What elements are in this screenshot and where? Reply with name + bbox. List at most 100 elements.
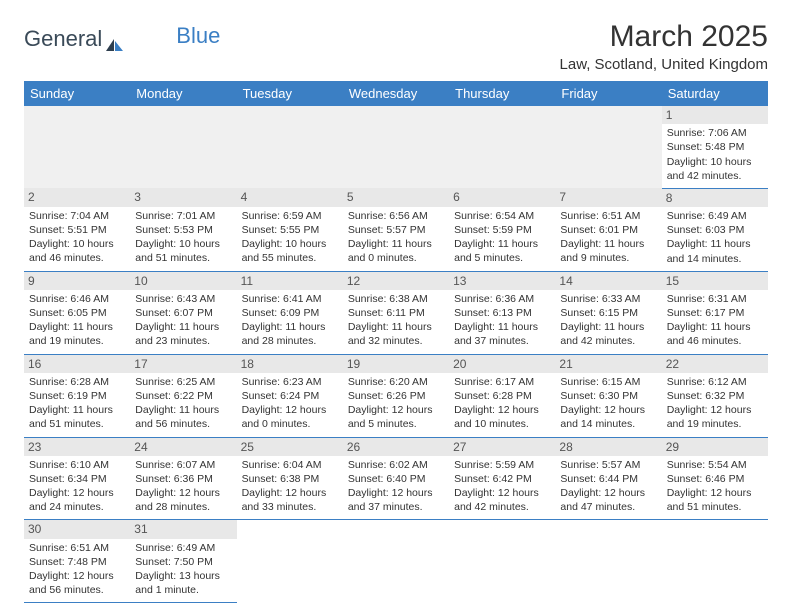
daylight-text-2: and 24 minutes. [29, 500, 125, 514]
day-number: 25 [237, 438, 343, 456]
sunset-text: Sunset: 5:57 PM [348, 223, 444, 237]
calendar-cell: 17 Sunrise: 6:25 AMSunset: 6:22 PMDayligh… [130, 354, 236, 437]
day-number: 22 [662, 355, 768, 373]
day-details: Sunrise: 7:01 AMSunset: 5:53 PMDaylight:… [134, 209, 232, 266]
sunset-text: Sunset: 6:32 PM [667, 389, 763, 403]
daylight-text-1: Daylight: 11 hours [560, 237, 656, 251]
day-details: Sunrise: 6:49 AMSunset: 6:03 PMDaylight:… [666, 209, 764, 266]
sunset-text: Sunset: 7:48 PM [29, 555, 125, 569]
daylight-text-1: Daylight: 11 hours [667, 237, 763, 251]
day-header: Tuesday [237, 81, 343, 106]
sunrise-text: Sunrise: 6:15 AM [560, 375, 656, 389]
logo: General Blue [24, 20, 220, 52]
day-number: 17 [130, 355, 236, 373]
day-number: 26 [343, 438, 449, 456]
sunrise-text: Sunrise: 7:06 AM [667, 126, 763, 140]
calendar-row: 2Sunrise: 7:04 AMSunset: 5:51 PMDaylight… [24, 188, 768, 271]
daylight-text-1: Daylight: 11 hours [454, 237, 550, 251]
calendar-cell [237, 106, 343, 188]
day-details: Sunrise: 7:04 AMSunset: 5:51 PMDaylight:… [28, 209, 126, 266]
daylight-text-1: Daylight: 11 hours [242, 320, 338, 334]
calendar-cell: 28Sunrise: 5:57 AMSunset: 6:44 PMDayligh… [555, 437, 661, 520]
sunset-text: Sunset: 5:55 PM [242, 223, 338, 237]
day-number: 24 [130, 438, 236, 456]
day-details: Sunrise: 6:15 AMSunset: 6:30 PMDaylight:… [559, 375, 657, 432]
sunset-text: Sunset: 6:42 PM [454, 472, 550, 486]
calendar-row: 16Sunrise: 6:28 AMSunset: 6:19 PMDayligh… [24, 354, 768, 437]
sunset-text: Sunset: 5:53 PM [135, 223, 231, 237]
day-details: Sunrise: 6:04 AMSunset: 6:38 PMDaylight:… [241, 458, 339, 515]
day-number: 2 [24, 188, 130, 206]
daylight-text-2: and 14 minutes. [667, 252, 763, 266]
day-details: Sunrise: 6:54 AMSunset: 5:59 PMDaylight:… [453, 209, 551, 266]
day-details: Sunrise: 6:07 AMSunset: 6:36 PMDaylight:… [134, 458, 232, 515]
daylight-text-2: and 47 minutes. [560, 500, 656, 514]
sunrise-text: Sunrise: 6:49 AM [667, 209, 763, 223]
daylight-text-1: Daylight: 12 hours [348, 486, 444, 500]
calendar-cell [343, 520, 449, 603]
day-details: Sunrise: 6:17 AMSunset: 6:28 PMDaylight:… [453, 375, 551, 432]
sunset-text: Sunset: 6:13 PM [454, 306, 550, 320]
title-block: March 2025 Law, Scotland, United Kingdom [560, 20, 768, 79]
day-number: 30 [24, 520, 130, 538]
daylight-text-2: and 55 minutes. [242, 251, 338, 265]
day-header: Monday [130, 81, 236, 106]
sunset-text: Sunset: 6:38 PM [242, 472, 338, 486]
calendar-cell: 9Sunrise: 6:46 AMSunset: 6:05 PMDaylight… [24, 271, 130, 354]
sunrise-text: Sunrise: 6:38 AM [348, 292, 444, 306]
calendar-cell: 12Sunrise: 6:38 AMSunset: 6:11 PMDayligh… [343, 271, 449, 354]
calendar-table: SundayMondayTuesdayWednesdayThursdayFrid… [24, 81, 768, 603]
calendar-cell: 22Sunrise: 6:12 AMSunset: 6:32 PMDayligh… [662, 354, 768, 437]
sunrise-text: Sunrise: 6:43 AM [135, 292, 231, 306]
day-number: 3 [130, 188, 236, 206]
day-details: Sunrise: 6:49 AMSunset: 7:50 PMDaylight:… [134, 541, 232, 598]
daylight-text-2: and 33 minutes. [242, 500, 338, 514]
sunrise-text: Sunrise: 6:31 AM [667, 292, 763, 306]
sunset-text: Sunset: 6:15 PM [560, 306, 656, 320]
day-number: 23 [24, 438, 130, 456]
calendar-cell: 5Sunrise: 6:56 AMSunset: 5:57 PMDaylight… [343, 188, 449, 271]
daylight-text-1: Daylight: 12 hours [560, 403, 656, 417]
sunrise-text: Sunrise: 6:51 AM [560, 209, 656, 223]
daylight-text-1: Daylight: 11 hours [667, 320, 763, 334]
day-details: Sunrise: 6:51 AMSunset: 7:48 PMDaylight:… [28, 541, 126, 598]
day-header: Sunday [24, 81, 130, 106]
sunset-text: Sunset: 6:17 PM [667, 306, 763, 320]
logo-text-2: Blue [176, 23, 220, 49]
calendar-row: 23Sunrise: 6:10 AMSunset: 6:34 PMDayligh… [24, 437, 768, 520]
sunrise-text: Sunrise: 6:49 AM [135, 541, 231, 555]
calendar-cell [555, 106, 661, 188]
daylight-text-2: and 51 minutes. [667, 500, 763, 514]
calendar-body: 1Sunrise: 7:06 AMSunset: 5:48 PMDaylight… [24, 106, 768, 603]
calendar-cell: 2 Sunrise: 7:04 AMSunset: 5:51 PMDaylight… [24, 188, 130, 271]
sunrise-text: Sunrise: 7:04 AM [29, 209, 125, 223]
day-number: 21 [555, 355, 661, 373]
location-text: Law, Scotland, United Kingdom [560, 56, 768, 73]
sunset-text: Sunset: 6:28 PM [454, 389, 550, 403]
calendar-cell: 18Sunrise: 6:23 AMSunset: 6:24 PMDayligh… [237, 354, 343, 437]
daylight-text-1: Daylight: 11 hours [29, 320, 125, 334]
sunrise-text: Sunrise: 6:41 AM [242, 292, 338, 306]
sunrise-text: Sunrise: 5:57 AM [560, 458, 656, 472]
day-header: Friday [555, 81, 661, 106]
daylight-text-2: and 9 minutes. [560, 251, 656, 265]
calendar-cell: 7Sunrise: 6:51 AMSunset: 6:01 PMDaylight… [555, 188, 661, 271]
calendar-cell [449, 520, 555, 603]
day-details: Sunrise: 6:25 AMSunset: 6:22 PMDaylight:… [134, 375, 232, 432]
sunset-text: Sunset: 6:46 PM [667, 472, 763, 486]
calendar-cell: 21 Sunrise: 6:15 AMSunset: 6:30 PMDayligh… [555, 354, 661, 437]
calendar-cell: 27Sunrise: 5:59 AMSunset: 6:42 PMDayligh… [449, 437, 555, 520]
day-header: Thursday [449, 81, 555, 106]
day-number: 31 [130, 520, 236, 538]
sunset-text: Sunset: 5:51 PM [29, 223, 125, 237]
sunset-text: Sunset: 5:48 PM [667, 140, 763, 154]
daylight-text-2: and 5 minutes. [348, 417, 444, 431]
daylight-text-2: and 14 minutes. [560, 417, 656, 431]
day-details: Sunrise: 6:51 AMSunset: 6:01 PMDaylight:… [559, 209, 657, 266]
calendar-cell: 1Sunrise: 7:06 AMSunset: 5:48 PMDaylight… [662, 106, 768, 188]
day-number: 12 [343, 272, 449, 290]
daylight-text-1: Daylight: 12 hours [667, 486, 763, 500]
sunset-text: Sunset: 6:30 PM [560, 389, 656, 403]
calendar-cell: 6Sunrise: 6:54 AMSunset: 5:59 PMDaylight… [449, 188, 555, 271]
sunrise-text: Sunrise: 6:46 AM [29, 292, 125, 306]
